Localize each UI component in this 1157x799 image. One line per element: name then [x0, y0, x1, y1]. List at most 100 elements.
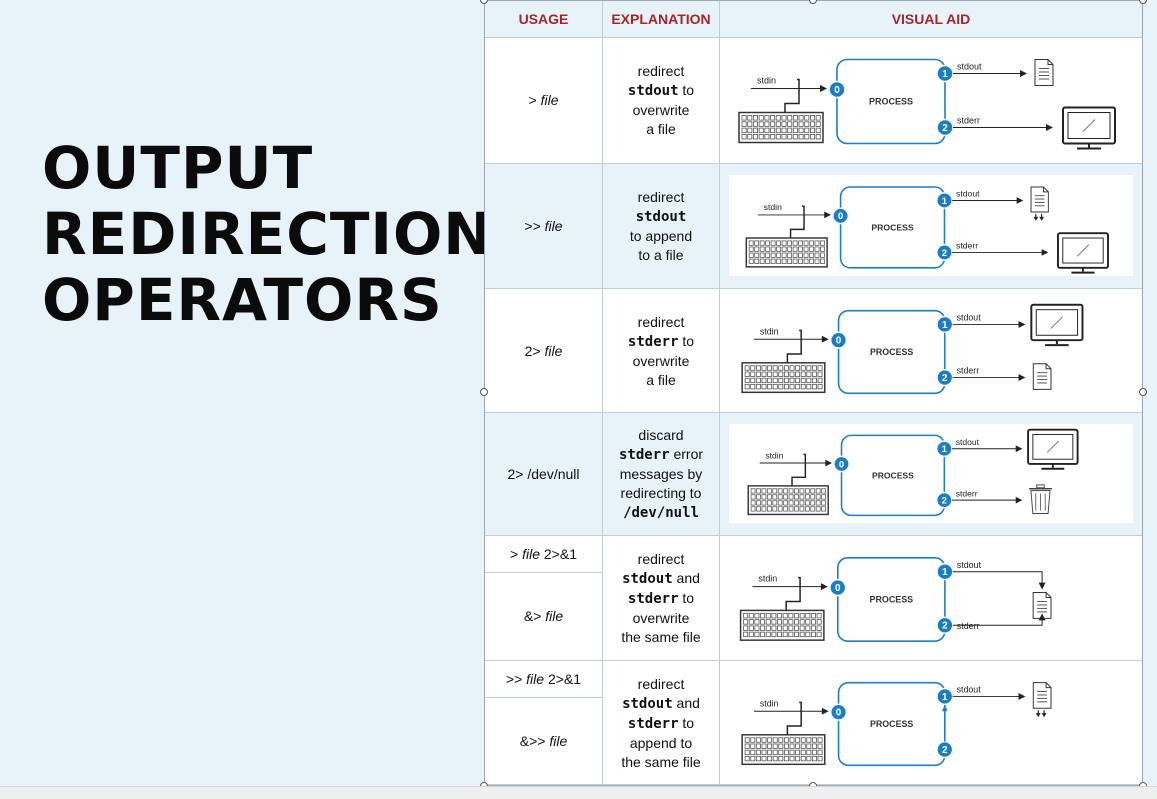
fd-1-badge: 1 [936, 315, 954, 334]
table-header: USAGE EXPLANATION VISUAL AID [485, 1, 1142, 38]
arrowhead [821, 707, 829, 715]
usage-operator: 2> /dev/null [507, 466, 580, 482]
table-row: > file 2>&1 &> file redirect stdout and stde… [485, 536, 1142, 661]
explanation-code: /dev/null [623, 505, 699, 521]
usage-cell: >> file [485, 164, 602, 289]
explanation-line: redirect [603, 62, 719, 81]
stdout-label: stdout [957, 313, 982, 323]
process-box [836, 557, 946, 642]
usage-argument: file [544, 218, 563, 234]
explanation-text: redirect [637, 189, 685, 205]
keyboard-icon [739, 576, 825, 641]
arrowhead [1016, 197, 1024, 204]
usage-sub-divider [485, 697, 602, 698]
arrowhead [1038, 582, 1046, 590]
fd-2-label: 2 [942, 123, 948, 134]
arrowhead [825, 459, 832, 467]
fd-0-label: 0 [835, 583, 841, 594]
arrowhead [1018, 321, 1026, 328]
explanation-code: stdout [622, 571, 673, 587]
fd-1-label: 1 [942, 567, 948, 578]
keyboard-cable [789, 205, 805, 239]
explanation-line: to a file [603, 246, 719, 265]
explanation-text: to [678, 590, 695, 606]
fd-1-label: 1 [942, 320, 948, 331]
fd-2-badge: 2 [936, 368, 954, 387]
stderr-label: stderr [956, 241, 978, 251]
file-icon [1032, 682, 1052, 709]
fd-0-label: 0 [836, 708, 842, 719]
usage-cell: > file [485, 37, 602, 164]
process-label: PROCESS [870, 719, 913, 729]
monitor-icon [1057, 232, 1109, 274]
explanation-line: a file [603, 371, 719, 390]
explanation-line: to append [603, 227, 719, 246]
explanation-line: stdout and [603, 569, 719, 589]
usage-operator: 2> [524, 343, 541, 359]
explanation-text: a file [646, 121, 676, 137]
explanation-code: stderr [627, 716, 679, 732]
arrowhead [820, 583, 828, 591]
explanation-line: stderr error [603, 445, 719, 465]
resize-handle-right[interactable] [1139, 388, 1147, 396]
usage-argument: file [545, 608, 564, 624]
redirection-table: USAGE EXPLANATION VISUAL AID > file redir… [484, 0, 1143, 786]
resize-handle-top-right[interactable] [1139, 0, 1147, 4]
visual-aid-cell: stdin PROCESS 0 1 2 stdout stderr [729, 175, 1133, 276]
stdin-label: stdin [765, 450, 783, 460]
explanation-line: overwrite [603, 609, 719, 628]
explanation-cell: redirect stdout to overwrite a file [603, 62, 719, 139]
explanation-text: to [678, 82, 695, 98]
file-icon [1034, 59, 1054, 86]
explanation-text: to a file [638, 247, 684, 263]
redirect-diagram-svg: stdin PROCESS 0 1 2 stdout stderr [745, 186, 1109, 274]
arrowhead [1038, 613, 1046, 621]
explanation-line: redirecting to [603, 484, 719, 503]
arrowhead [1046, 124, 1053, 131]
fd-2-badge: 2 [936, 740, 954, 759]
explanation-text: redirect [637, 551, 685, 567]
table-row: 2> /dev/null discard stderr error messages … [485, 413, 1142, 536]
visual-aid-cell: stdin PROCESS 0 1 2 stdout [721, 663, 1141, 783]
usage-cell: &> file [485, 572, 602, 661]
monitor-icon [1030, 303, 1084, 347]
explanation-text: overwrite [632, 353, 690, 369]
explanation-line: stdout [603, 207, 719, 227]
keyboard-icon [747, 453, 829, 516]
process-box [837, 309, 946, 395]
explanation-text: to [678, 715, 695, 731]
usage-operator: >> [505, 671, 523, 687]
explanation-text: redirect [637, 63, 685, 79]
resize-handle-left[interactable] [480, 388, 488, 396]
keyboard-icon [745, 205, 828, 268]
append-arrows-icon [1035, 710, 1047, 718]
fd-0-label: 0 [838, 211, 843, 222]
fd-1-badge: 1 [936, 687, 954, 706]
arrowhead [1020, 70, 1027, 77]
usage-suffix: 2>&1 [540, 546, 577, 562]
column-divider [602, 1, 603, 785]
stdout-label: stdout [957, 62, 982, 72]
explanation-code: stdout [627, 83, 679, 99]
file-icon [1030, 186, 1049, 213]
explanation-line: the same file [603, 753, 719, 772]
arrowhead [820, 85, 827, 92]
monitor-icon [1062, 106, 1116, 150]
keyboard-icon [738, 78, 824, 144]
explanation-line: a file [603, 120, 719, 139]
explanation-cell: redirect stdout to append to a file [603, 188, 719, 265]
redirect-diagram: stdin PROCESS 0 1 2 stdout stderr [747, 428, 1079, 517]
usage-operator: > [510, 546, 519, 562]
stdout-label: stdout [956, 189, 980, 199]
stdin-label: stdin [760, 326, 779, 336]
table-row: > file redirect stdout to overwrite a file st… [485, 37, 1142, 164]
redirect-diagram: stdin PROCESS 0 1 2 stdout stderr [745, 186, 1109, 274]
keyboard-icon [741, 329, 826, 394]
stderr-label: stderr [956, 488, 978, 498]
usage-sub-divider [485, 572, 602, 573]
keyboard-icon [741, 701, 826, 766]
explanation-text: to append [629, 228, 693, 244]
explanation-text: discard [638, 427, 684, 443]
explanation-line: redirect [603, 188, 719, 207]
fd-2-badge: 2 [935, 491, 953, 509]
